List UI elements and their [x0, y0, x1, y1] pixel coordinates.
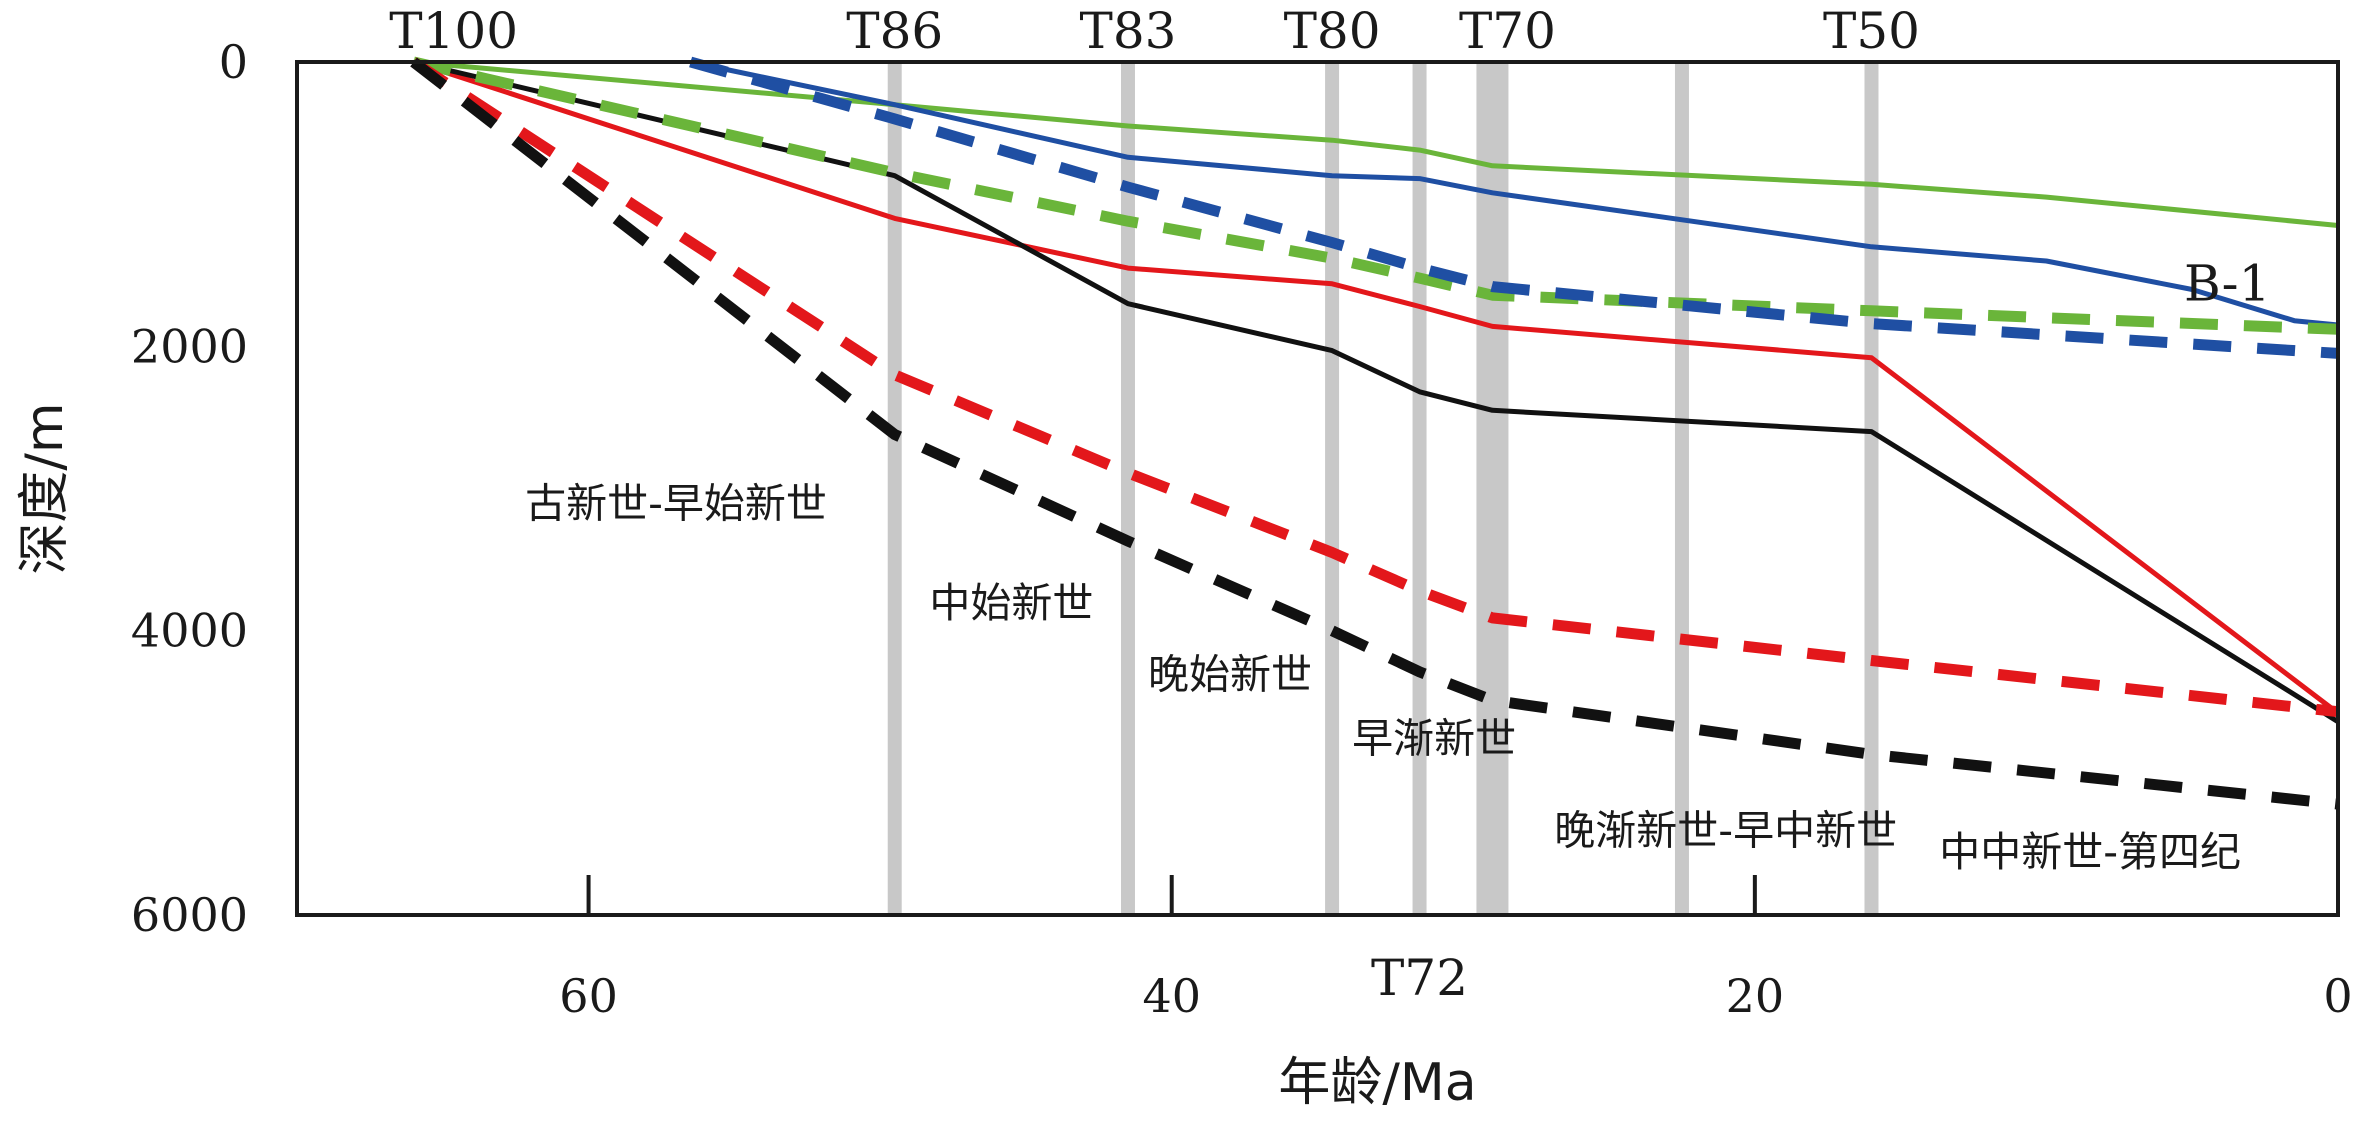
period-label-0: 古新世-早始新世	[525, 480, 827, 528]
burial-curves	[410, 56, 2340, 810]
series-line-2-solid	[412, 59, 2340, 716]
period-label-3: 早渐新世	[1352, 714, 1516, 762]
series-line-3-solid	[413, 59, 2340, 724]
horizon-label-t86: T86	[846, 2, 943, 60]
x-tick-label-60: 60	[559, 969, 618, 1023]
series-line-6-dashed	[410, 57, 2339, 718]
horizon-label-t83: T83	[1079, 2, 1176, 60]
y-tick-label-6000: 6000	[131, 888, 248, 942]
horizon-label-t72: T72	[1371, 949, 1468, 1007]
x-tick-label-40: 40	[1142, 969, 1201, 1023]
horizon-bar-t83	[1120, 62, 1135, 915]
y-tick-label-4000: 4000	[131, 604, 248, 658]
y-axis-title: 深度/m	[15, 402, 75, 574]
series-line-5-dashed	[689, 56, 2339, 359]
series-line-0-solid	[413, 59, 2339, 228]
series-line-4-dashed	[412, 56, 2339, 335]
horizon-bar-t70	[1476, 62, 1509, 915]
series-line-7-dashed	[410, 57, 2339, 810]
well-label: B-1	[2184, 254, 2270, 312]
series-line-1-solid	[690, 59, 2339, 328]
period-label-2: 晚始新世	[1148, 650, 1312, 698]
horizon-bars	[887, 62, 1879, 915]
x-tick-label-0: 0	[2323, 969, 2352, 1023]
period-label-4: 晚渐新世-早中新世	[1554, 807, 1897, 855]
y-tick-label-0: 0	[219, 35, 248, 89]
horizon-label-t80: T80	[1284, 2, 1381, 60]
x-tick-label-20: 20	[1726, 969, 1785, 1023]
horizon-label-t100: T100	[389, 2, 518, 60]
chart-labels: T100 T86 T83 T80 T72 T70 T50 年龄/Ma 深度/m 古新世-早始新世中…	[15, 2, 2270, 1113]
plot-frame	[295, 60, 2340, 917]
period-label-1: 中始新世	[929, 579, 1093, 627]
horizon-bar-t86	[887, 62, 902, 915]
horizon-bar-t50	[1864, 62, 1879, 915]
horizon-bar-t72	[1412, 62, 1427, 915]
horizon-bar-unlabeled-6	[1674, 62, 1689, 915]
horizon-bar-t80	[1325, 62, 1340, 915]
plot-border	[295, 60, 2340, 917]
y-tick-label-2000: 2000	[131, 319, 248, 373]
period-label-5: 中中新世-第四纪	[1939, 828, 2241, 876]
x-axis-title: 年龄/Ma	[1278, 1053, 1476, 1113]
horizon-label-t50: T50	[1823, 2, 1920, 60]
horizon-label-t70: T70	[1459, 2, 1556, 60]
